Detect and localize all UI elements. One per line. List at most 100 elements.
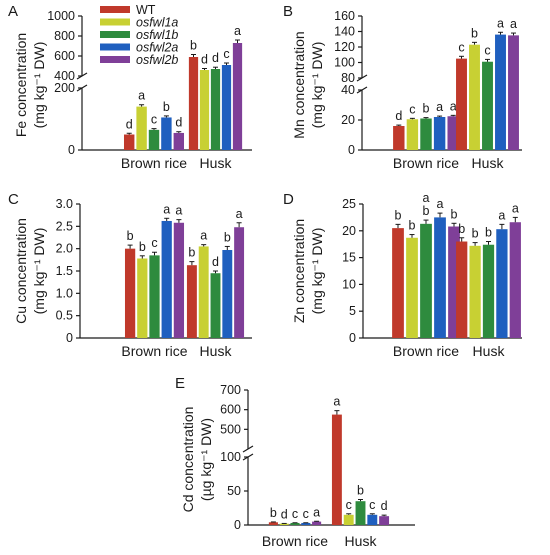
category-label: Husk <box>200 155 233 171</box>
y-axis-label: Zn concentration (mg kg⁻¹ DW) <box>291 219 325 323</box>
significance-letter: c <box>484 43 490 57</box>
significance-letter: a <box>510 17 517 31</box>
y-tick-label: 1.5 <box>56 264 73 278</box>
bar <box>448 226 460 338</box>
bar <box>123 134 135 150</box>
significance-letter: b <box>458 222 465 236</box>
y-tick-label: 100 <box>334 56 355 70</box>
bar <box>406 237 418 338</box>
category-label: Brown rice <box>121 343 187 359</box>
significance-letter: b <box>190 39 197 53</box>
bar <box>482 61 493 150</box>
significance-letter: d <box>212 255 219 269</box>
y-tick-label: 160 <box>334 9 355 23</box>
significance-letter: b <box>485 226 492 240</box>
significance-letter: b <box>471 26 478 40</box>
significance-letter: b <box>357 484 364 498</box>
bar <box>173 222 185 338</box>
bar <box>173 132 185 150</box>
legend-label: osfwl1b <box>136 28 178 42</box>
panel-d: D 0 5 10 15 20 25 Zn concentration (mg kg⁻¹ DW) B… <box>283 191 522 359</box>
y-tick-label: 5 <box>349 304 356 318</box>
significance-letter: b <box>423 204 430 218</box>
significance-letter: a <box>234 24 241 38</box>
significance-letter: c <box>346 498 352 512</box>
significance-letter: a <box>313 505 320 519</box>
panel-b-letter: B <box>283 3 293 20</box>
significance-letter: b <box>409 219 416 233</box>
panel-a-letter: A <box>8 3 18 20</box>
significance-letter: d <box>281 507 288 521</box>
y-tick-label: 0 <box>68 143 75 157</box>
bar <box>222 250 233 338</box>
y-tick-label: 200 <box>54 81 75 95</box>
legend-swatch <box>100 43 130 51</box>
bar <box>124 248 136 338</box>
bar <box>406 119 419 150</box>
bar <box>379 516 390 525</box>
bar <box>136 106 147 150</box>
legend-label: WT <box>136 3 156 17</box>
y-tick-label: 600 <box>54 49 75 63</box>
bar <box>199 70 210 150</box>
y-tick-label: 40 <box>341 83 355 97</box>
y-tick-label: 2.0 <box>56 242 73 256</box>
category-label: Husk <box>345 533 378 549</box>
bar <box>495 34 506 150</box>
y-tick-label: 1000 <box>47 9 75 23</box>
y-axis-label-line2: (mg kg⁻¹ DW) <box>309 228 325 315</box>
significance-letter: b <box>395 208 402 222</box>
significance-letter: a <box>450 99 457 113</box>
legend-label: osfwl2a <box>136 41 178 55</box>
bar <box>420 223 432 338</box>
category-label: Husk <box>200 343 233 359</box>
significance-letter: c <box>292 507 298 521</box>
panel-d-letter: D <box>283 191 294 208</box>
bar <box>433 117 446 150</box>
y-tick-label: 50 <box>227 484 241 498</box>
significance-letter: a <box>437 197 444 211</box>
significance-letter: d <box>381 499 388 513</box>
y-tick-label: 800 <box>54 29 75 43</box>
bar <box>221 65 232 150</box>
y-tick-label: 20 <box>341 113 355 127</box>
y-axis-label-line1: Cd concentration <box>180 407 196 513</box>
significance-letter: b <box>224 230 231 244</box>
significance-letter: d <box>126 117 133 131</box>
significance-letter: b <box>139 240 146 254</box>
category-label: Brown rice <box>262 533 328 549</box>
significance-letter: d <box>201 53 208 67</box>
bar <box>509 222 521 338</box>
significance-letter: c <box>458 40 464 54</box>
y-tick-label: 3.0 <box>56 197 73 211</box>
bar <box>312 521 322 525</box>
y-tick-label: 120 <box>334 40 355 54</box>
legend-swatch <box>100 56 130 63</box>
panel-e-letter: E <box>175 375 185 392</box>
significance-letter: b <box>451 207 458 221</box>
significance-letter: c <box>369 498 375 512</box>
bar <box>161 220 172 338</box>
significance-letter: c <box>151 236 157 250</box>
bar <box>186 265 197 338</box>
bar <box>496 229 508 338</box>
y-tick-label: 1.0 <box>56 286 73 300</box>
y-axis-label: Cu concentration (mg kg⁻¹ DW) <box>13 218 47 324</box>
significance-letter: a <box>163 202 170 216</box>
significance-letter: c <box>303 507 309 521</box>
significance-letter: a <box>175 204 182 218</box>
bar <box>210 273 221 338</box>
panel-c-letter: C <box>8 191 19 208</box>
significance-letter: a <box>236 207 243 221</box>
significance-letter: b <box>472 227 479 241</box>
y-tick-label: 80 <box>341 71 355 85</box>
bar <box>149 255 160 338</box>
category-label: Husk <box>473 343 506 359</box>
legend-swatch <box>100 18 130 26</box>
bar <box>301 522 311 525</box>
y-tick-label: 400 <box>54 69 75 83</box>
y-tick-label: 10 <box>342 277 356 291</box>
y-tick-label: 140 <box>334 25 355 39</box>
y-axis-label-line2: (mg kg⁻¹ DW) <box>31 42 47 129</box>
